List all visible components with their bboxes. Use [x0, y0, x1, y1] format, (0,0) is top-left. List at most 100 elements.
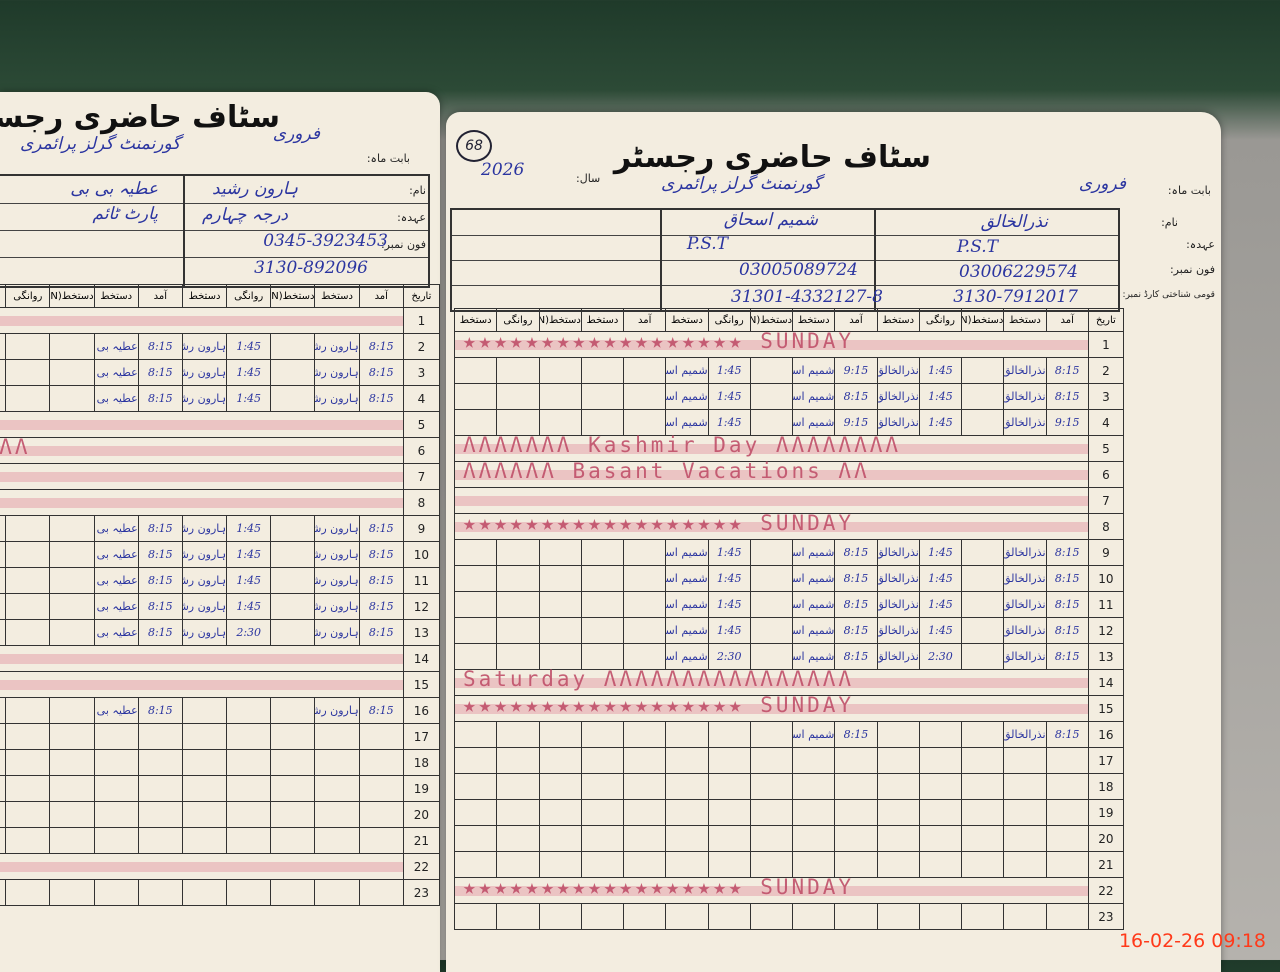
signature: [876, 747, 920, 774]
date-cell: 8: [1087, 513, 1125, 540]
column-header: آمد: [834, 308, 878, 332]
signature: [876, 851, 920, 878]
register-title: سٹاف حاضری رجسٹر: [0, 100, 280, 135]
column-header: آمد: [358, 284, 404, 308]
signature: شمیم اسحاق: [665, 539, 709, 566]
signature: [580, 565, 625, 592]
arrival-time: 8:15: [137, 359, 183, 386]
year-label: سال:: [576, 172, 601, 185]
date-cell: 12: [1087, 617, 1125, 644]
signature-n: [749, 825, 794, 852]
signature-n: [538, 903, 582, 930]
date-cell: 2: [1087, 357, 1125, 384]
signature-n: [961, 903, 1005, 930]
register-title: سٹاف حاضری رجسٹر: [613, 140, 931, 175]
post-label: عہدہ:: [397, 211, 426, 224]
signature: شمیم اسحاق: [792, 409, 836, 436]
signature: [876, 721, 920, 748]
signature: [314, 749, 360, 776]
column-header: دستخط: [580, 308, 625, 332]
arrival-time: 8:15: [358, 359, 404, 386]
signature: [93, 801, 139, 828]
signature: نذرالخالق: [1003, 565, 1047, 592]
signature: [876, 773, 920, 800]
signature: شمیم اسحاق: [665, 565, 709, 592]
arrival-time: [834, 773, 878, 800]
signature: عطیہ بی بی: [93, 697, 139, 724]
arrival-time: [358, 775, 404, 802]
signature: [93, 775, 139, 802]
table-row: 7: [454, 487, 1125, 514]
arrival-time: [623, 357, 667, 384]
date-cell: 7: [402, 463, 440, 490]
signature: [181, 775, 228, 802]
arrival-time: [137, 801, 183, 828]
signature-n: [270, 879, 316, 906]
signature: [453, 565, 498, 592]
signature: [314, 879, 360, 906]
arrival-time: [623, 903, 667, 930]
signature: [0, 567, 7, 594]
signature: [453, 539, 498, 566]
departure-time: [496, 721, 540, 748]
signature: عطیہ بی بی: [93, 619, 139, 646]
signature: [0, 827, 7, 854]
column-header: دستخط(N): [961, 308, 1005, 332]
signature-n: [538, 851, 582, 878]
signature-n: [270, 801, 316, 828]
departure-time: 1:45: [226, 359, 272, 386]
departure-time: [707, 825, 751, 852]
holiday-cell: hmir Day ΛΛΛΛΛΛΛ: [0, 411, 404, 438]
signature: ہارون رشید: [314, 567, 360, 594]
signature-n: [961, 591, 1005, 618]
arrival-time: [137, 827, 183, 854]
departure-time: 1:45: [918, 357, 963, 384]
signature: [181, 827, 228, 854]
departure-time: [496, 539, 540, 566]
table-row: 17: [453, 747, 1125, 774]
holiday-cell: [454, 487, 1089, 514]
arrival-time: [137, 749, 183, 776]
signature: شمیم اسحاق: [792, 383, 836, 410]
date-cell: 14: [402, 645, 440, 672]
departure-time: 1:45: [226, 515, 272, 542]
holiday-cell: SUNDAY ★★★★★★★★★★★★★★★★★★: [454, 329, 1089, 358]
signature-n: [538, 773, 582, 800]
signature: عطیہ بی بی: [93, 541, 139, 568]
arrival-time: [623, 643, 667, 670]
arrival-time: 8:15: [358, 697, 404, 724]
departure-time: [496, 747, 540, 774]
signature-n: [538, 539, 582, 566]
month-label: بابت ماہ:: [366, 152, 410, 165]
right-register-page: 68 سٹاف حاضری رجسٹر 2026 سال: گورنمنٹ گر…: [446, 112, 1221, 972]
departure-time: [496, 825, 540, 852]
signature: [792, 799, 836, 826]
signature-n: [270, 541, 316, 568]
photo-timestamp: 16-02-26 09:18: [1118, 930, 1266, 952]
date-cell: 22: [1087, 877, 1125, 904]
staff-post: P.S.T: [956, 237, 998, 257]
table-row: 19: [0, 775, 440, 802]
signature-n: [961, 409, 1005, 436]
arrival-time: 8:15: [834, 539, 878, 566]
signature-n: [749, 721, 794, 748]
table-row: 7: [0, 463, 440, 490]
departure-time: 1:45: [918, 591, 963, 618]
table-row: 5hmir Day ΛΛΛΛΛΛΛ: [0, 411, 440, 438]
signature: [580, 903, 625, 930]
column-header: دستخط(N): [49, 284, 95, 308]
departure-time: [496, 903, 540, 930]
table-row: 6 ΛΛΛΛΛΛ Basant Vacations ΛΛ: [454, 459, 1125, 488]
column-header: تاریخ: [402, 284, 440, 308]
signature: نذرالخالق: [876, 539, 920, 566]
arrival-time: 8:15: [1045, 539, 1089, 566]
signature-n: [749, 903, 794, 930]
departure-time: [496, 591, 540, 618]
table-row: 15 SUNDAY ★★★★★★★★★★★★★★★★★★: [454, 693, 1125, 722]
signature: [0, 333, 7, 360]
arrival-time: [1045, 799, 1089, 826]
signature-n: [538, 617, 582, 644]
